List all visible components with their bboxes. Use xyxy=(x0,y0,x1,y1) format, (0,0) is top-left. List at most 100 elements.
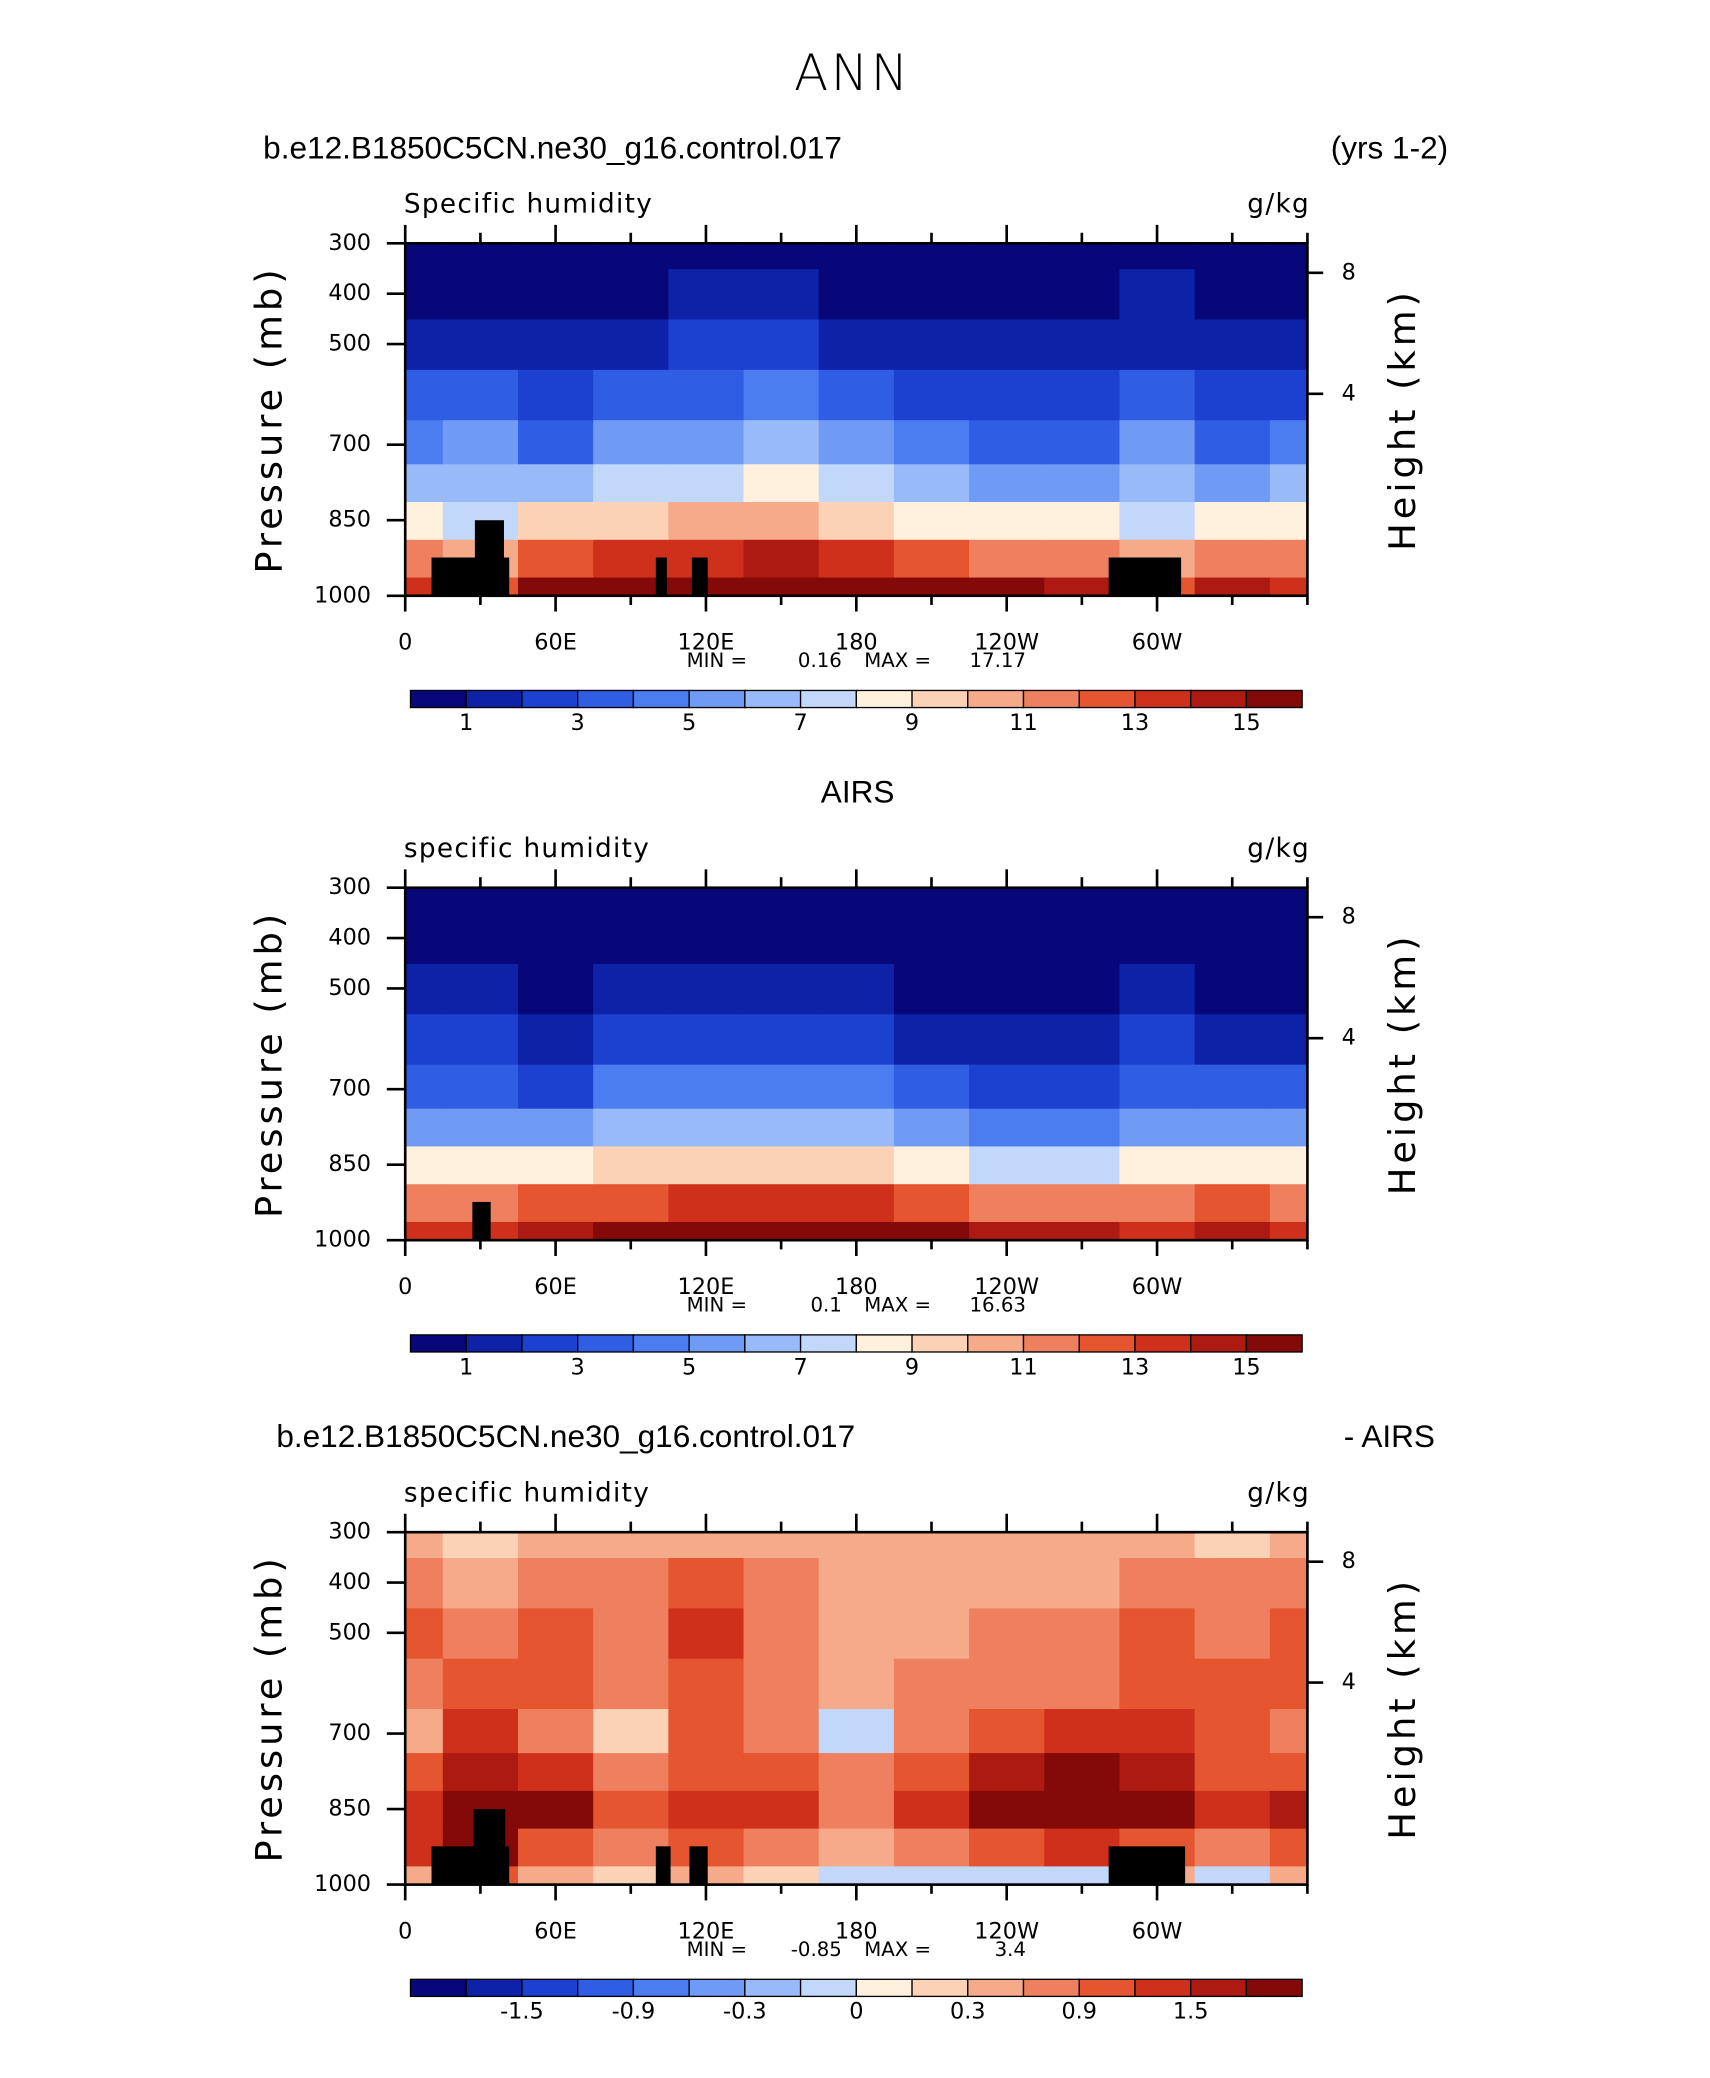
field-cell xyxy=(969,369,1045,421)
field-cell xyxy=(1269,963,1308,1015)
y-tick-label: 500 xyxy=(328,331,371,357)
field-cell xyxy=(893,268,970,320)
x-tick-label: 180 xyxy=(835,1918,878,1944)
colorbar-label: 1.5 xyxy=(1173,1999,1209,2025)
field-cell xyxy=(818,1145,895,1185)
colorbar-box xyxy=(1078,1334,1136,1353)
field-cell xyxy=(893,1790,970,1829)
field-cell xyxy=(1269,1790,1308,1829)
field-cell xyxy=(593,419,670,465)
colorbar-label: 13 xyxy=(1121,710,1149,736)
field-cell xyxy=(405,1790,444,1829)
max-label: MAX = xyxy=(864,1938,931,1961)
field-cell xyxy=(969,318,1045,370)
colorbar-box xyxy=(1245,1334,1303,1353)
y-tick-label: 1000 xyxy=(314,582,371,608)
field-cell xyxy=(1044,268,1121,320)
field-cell xyxy=(593,963,670,1015)
field-cell xyxy=(668,1708,745,1754)
field-cell xyxy=(1194,318,1271,370)
field-cell xyxy=(1194,887,1271,914)
field-cell xyxy=(1194,1145,1271,1185)
x-tick-label: 60W xyxy=(1132,1274,1183,1300)
field-cell xyxy=(893,1658,970,1710)
field-cell xyxy=(1269,1865,1308,1885)
below-ground-mask xyxy=(473,1809,506,1885)
subtitle-left: specific humidity xyxy=(404,834,650,864)
x-tick-label: 60E xyxy=(534,1274,577,1300)
field-cell xyxy=(593,463,670,503)
field-cell xyxy=(668,1557,745,1609)
colorbar-box xyxy=(911,1334,969,1353)
colorbar-box xyxy=(521,1334,579,1353)
field-cell xyxy=(517,1790,594,1829)
field-cell xyxy=(743,1108,820,1147)
colorbar-label: 15 xyxy=(1232,1354,1260,1380)
field-cell xyxy=(517,1532,594,1558)
field-cell xyxy=(517,318,594,370)
panel-title-right: (yrs 1-2) xyxy=(1331,129,1448,165)
field-cell xyxy=(893,1865,970,1885)
field-cell xyxy=(442,463,519,503)
y-axis-label: Pressure (mb) xyxy=(248,265,291,573)
field-cell xyxy=(1269,1013,1308,1065)
field-cell xyxy=(1269,1183,1308,1222)
x-tick-label: 120E xyxy=(678,630,735,656)
field-cell xyxy=(1119,963,1196,1015)
min-label: MIN = xyxy=(687,649,747,672)
y2-tick-label: 8 xyxy=(1342,904,1356,930)
field-cell xyxy=(1044,1532,1121,1558)
field-cell xyxy=(668,1013,745,1065)
y2-axis-label: Height (km) xyxy=(1381,288,1424,551)
below-ground-mask xyxy=(1108,557,1182,596)
field-cell xyxy=(593,369,670,421)
field-cell xyxy=(818,1708,895,1754)
field-cell xyxy=(1044,1607,1121,1659)
field-cell xyxy=(1269,1532,1308,1558)
field-cell xyxy=(893,1183,970,1222)
colorbar-box xyxy=(1078,689,1136,709)
field-cell xyxy=(893,539,970,578)
field-cell xyxy=(1119,243,1196,270)
colorbar-label: 1 xyxy=(459,1354,473,1380)
y-tick-label: 700 xyxy=(328,1076,371,1102)
field-cell xyxy=(1269,268,1308,320)
field-cell xyxy=(668,1183,745,1222)
field-cell xyxy=(593,1865,670,1885)
colorbar-box xyxy=(688,689,746,709)
y2-tick-label: 4 xyxy=(1342,1025,1356,1051)
field-cell xyxy=(818,1557,895,1609)
field-cell xyxy=(893,1827,970,1867)
field-cell xyxy=(743,887,820,914)
field-cell xyxy=(1119,318,1196,370)
colorbar-label: 3 xyxy=(571,710,585,736)
field-cell xyxy=(1044,1108,1121,1147)
field-cell xyxy=(1119,1607,1196,1659)
field-cell xyxy=(668,369,745,421)
field-cell xyxy=(593,1607,670,1659)
colorbar-box xyxy=(744,689,802,709)
field-cell xyxy=(743,1532,820,1558)
colorbar-box xyxy=(465,1978,523,1998)
field-cell xyxy=(517,501,594,540)
field-cell xyxy=(893,318,970,370)
y-tick-label: 700 xyxy=(328,1720,371,1746)
field-cell xyxy=(442,887,519,914)
field-cell xyxy=(668,501,745,540)
field-cell xyxy=(1269,1145,1308,1185)
field-cell xyxy=(893,576,970,596)
field-cell xyxy=(743,268,820,320)
field-cell xyxy=(1269,1221,1308,1241)
field-cell xyxy=(1194,1063,1271,1109)
field-cell xyxy=(1269,318,1308,370)
field-cell xyxy=(668,419,745,465)
y-axis-label: Pressure (mb) xyxy=(248,910,291,1218)
field-cell xyxy=(1044,1865,1121,1885)
field-cell xyxy=(893,1145,970,1185)
field-cell xyxy=(1119,1708,1196,1754)
colorbar-box xyxy=(632,1334,690,1353)
field-cell xyxy=(517,1658,594,1710)
field-cell xyxy=(517,576,594,596)
field-cell xyxy=(668,1532,745,1558)
